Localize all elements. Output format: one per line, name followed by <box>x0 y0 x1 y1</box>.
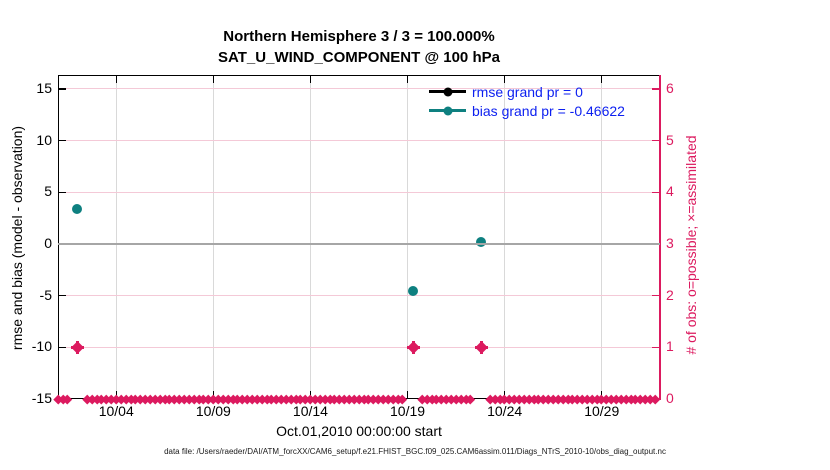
right-tick-label: 1 <box>666 338 674 355</box>
top-tick <box>601 76 603 83</box>
legend: rmse grand pr = 0 bias grand pr = -0.466… <box>429 82 625 120</box>
right-tick-label: 5 <box>666 131 674 148</box>
rmse-line-sample <box>429 87 466 96</box>
legend-label-rmse: rmse grand pr = 0 <box>472 83 583 100</box>
right-tick <box>652 294 659 297</box>
top-tick <box>212 76 214 83</box>
left-tick-label: -5 <box>39 286 52 303</box>
bias-dot-marker-icon <box>443 106 452 115</box>
right-tick <box>652 88 659 90</box>
top-spine <box>58 75 660 77</box>
bias-point <box>72 203 83 214</box>
top-tick <box>309 76 312 83</box>
y-gridline <box>58 88 660 90</box>
left-axis-label: rmse and bias (model - observation) <box>9 125 25 351</box>
x-tick-label: 10/19 <box>390 403 426 419</box>
right-tick <box>652 346 659 349</box>
x-tick-label: 10/14 <box>292 403 328 419</box>
y-gridline <box>58 295 660 297</box>
legend-entry-rmse: rmse grand pr = 0 <box>429 82 625 101</box>
x-gridline <box>115 75 117 399</box>
y-gridline <box>58 346 660 348</box>
x-gridline <box>212 75 214 399</box>
x-gridline <box>601 75 603 399</box>
obs-count-marker-cross-v <box>411 340 415 354</box>
right-spine <box>659 75 661 400</box>
chart-title: Northern Hemisphere 3 / 3 = 100.000% SAT… <box>218 26 500 68</box>
right-tick-label: 2 <box>666 286 674 303</box>
x-tick-label: 10/09 <box>195 403 231 419</box>
left-tick <box>59 295 66 297</box>
bias-point <box>408 286 419 296</box>
left-spine <box>58 75 60 399</box>
x-axis-label: Oct.01,2010 00:00:00 start <box>276 423 442 439</box>
right-tick-label: 4 <box>666 183 674 200</box>
rmse-dot-marker-icon <box>443 87 452 96</box>
right-tick <box>652 191 659 194</box>
bottom-tick <box>406 391 409 398</box>
top-tick <box>115 76 117 83</box>
left-tick-label: 15 <box>36 79 52 96</box>
right-axis-label: # of obs: o=possible; ×=assimilated <box>683 135 699 355</box>
legend-entry-bias: bias grand pr = -0.46622 <box>429 101 625 120</box>
left-tick-label: -10 <box>31 338 52 355</box>
zero-line <box>58 242 660 245</box>
right-tick-label: 0 <box>666 390 674 406</box>
top-tick <box>504 76 506 83</box>
data-file-path: data file: /Users/raeder/DAI/ATM_forcXX/… <box>164 447 666 456</box>
left-tick <box>59 346 66 348</box>
left-tick <box>59 191 66 193</box>
left-tick <box>59 88 66 90</box>
bias-point <box>476 237 487 248</box>
x-tick-label: 10/04 <box>98 403 134 419</box>
left-tick-label: -15 <box>31 390 52 406</box>
left-tick-label: 10 <box>36 131 52 148</box>
chart-title-line1: Northern Hemisphere 3 / 3 = 100.000% <box>223 28 495 45</box>
x-gridline <box>504 75 506 399</box>
left-tick <box>59 140 66 142</box>
right-tick-label: 3 <box>666 234 674 251</box>
x-gridline <box>309 75 311 399</box>
obs-count-marker-cross-v <box>75 340 79 354</box>
x-tick-label: 10/24 <box>487 403 523 419</box>
left-tick-label: 5 <box>44 183 52 200</box>
y-gridline <box>58 191 660 193</box>
y-gridline <box>58 140 660 142</box>
x-gridline <box>407 75 409 399</box>
chart-title-line2: SAT_U_WIND_COMPONENT @ 100 hPa <box>218 49 500 66</box>
left-tick-label: 0 <box>44 234 52 251</box>
legend-label-bias: bias grand pr = -0.46622 <box>472 102 625 119</box>
obs-count-marker-cross-v <box>479 340 483 354</box>
x-tick-label: 10/29 <box>584 403 620 419</box>
top-tick <box>406 76 409 83</box>
right-tick <box>652 139 659 142</box>
bias-line-sample <box>429 106 466 115</box>
right-tick-label: 6 <box>666 79 674 96</box>
